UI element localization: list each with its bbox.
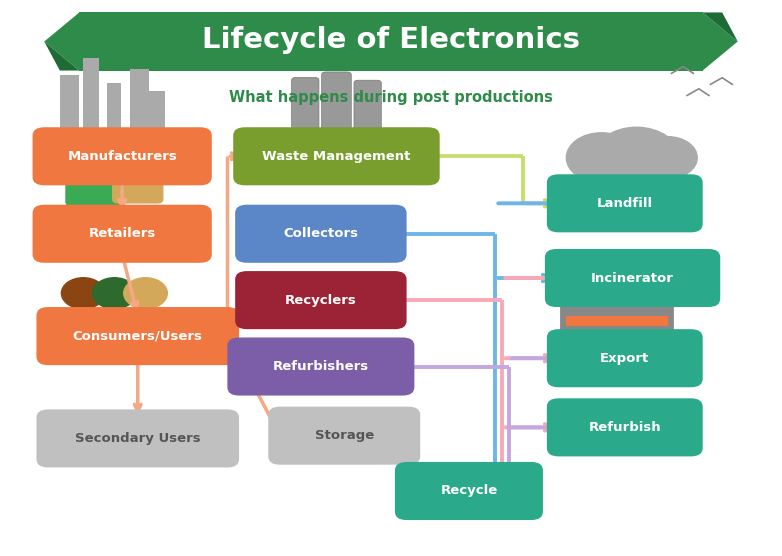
Text: Manufacturers: Manufacturers [67, 150, 177, 163]
Text: Waste Management: Waste Management [262, 150, 411, 163]
FancyBboxPatch shape [566, 316, 668, 326]
FancyBboxPatch shape [112, 157, 163, 203]
Text: Incinerator: Incinerator [591, 271, 674, 285]
FancyBboxPatch shape [65, 156, 120, 206]
Circle shape [566, 133, 637, 182]
Text: Recycle: Recycle [440, 484, 497, 498]
FancyBboxPatch shape [547, 398, 703, 456]
Text: Retailers: Retailers [88, 227, 156, 240]
FancyBboxPatch shape [268, 406, 420, 465]
Polygon shape [45, 42, 79, 71]
FancyBboxPatch shape [130, 69, 149, 130]
FancyBboxPatch shape [33, 127, 212, 185]
Text: Lifecycle of Electronics: Lifecycle of Electronics [202, 26, 580, 54]
FancyBboxPatch shape [354, 80, 382, 133]
FancyBboxPatch shape [594, 285, 640, 307]
Polygon shape [703, 12, 737, 42]
Circle shape [594, 127, 680, 188]
Polygon shape [703, 12, 737, 71]
Circle shape [92, 278, 136, 309]
FancyBboxPatch shape [547, 329, 703, 388]
FancyBboxPatch shape [60, 75, 79, 130]
Circle shape [124, 278, 167, 309]
Circle shape [638, 137, 698, 178]
Text: Secondary Users: Secondary Users [75, 432, 200, 445]
FancyBboxPatch shape [37, 409, 239, 468]
Text: What happens during post productions: What happens during post productions [229, 90, 553, 105]
FancyBboxPatch shape [292, 77, 319, 133]
FancyBboxPatch shape [235, 271, 407, 329]
FancyBboxPatch shape [321, 72, 351, 133]
FancyBboxPatch shape [79, 12, 703, 71]
FancyBboxPatch shape [545, 249, 720, 307]
FancyBboxPatch shape [547, 174, 703, 232]
Text: Storage: Storage [314, 429, 374, 442]
FancyBboxPatch shape [33, 205, 212, 263]
Text: Refurbish: Refurbish [588, 421, 661, 434]
FancyBboxPatch shape [235, 205, 407, 263]
FancyBboxPatch shape [83, 58, 99, 130]
Text: Export: Export [600, 352, 649, 365]
Text: Consumers/Users: Consumers/Users [73, 330, 203, 342]
Polygon shape [45, 12, 79, 71]
FancyBboxPatch shape [149, 91, 165, 130]
Text: Collectors: Collectors [283, 227, 358, 240]
Text: Landfill: Landfill [597, 197, 653, 210]
FancyBboxPatch shape [560, 297, 674, 336]
FancyBboxPatch shape [233, 127, 439, 185]
FancyBboxPatch shape [106, 83, 120, 130]
Text: Recyclers: Recyclers [285, 294, 357, 306]
Circle shape [62, 278, 105, 309]
Text: Refurbishers: Refurbishers [273, 360, 369, 373]
FancyBboxPatch shape [395, 462, 543, 520]
FancyBboxPatch shape [228, 337, 414, 395]
FancyBboxPatch shape [37, 307, 239, 365]
